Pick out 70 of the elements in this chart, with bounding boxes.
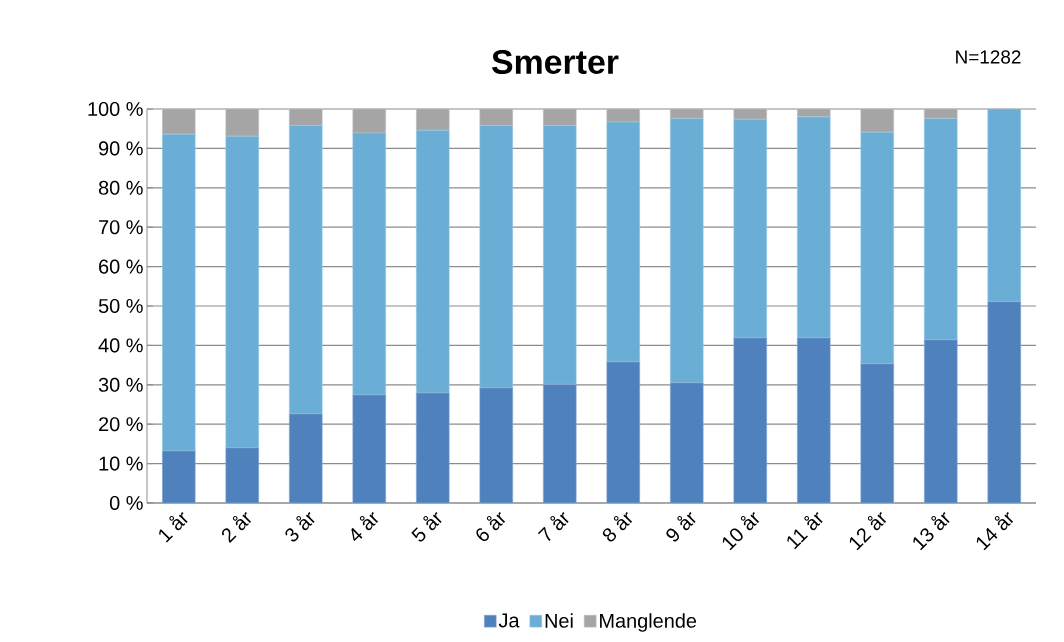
bar	[479, 387, 514, 503]
y-tick-label: 100 %	[88, 101, 143, 117]
x-tick-label: 13 år	[913, 512, 950, 551]
x-tick-label: 5 år	[411, 512, 442, 542]
bar	[924, 339, 958, 503]
bar	[289, 413, 323, 503]
bar	[733, 337, 768, 503]
bar	[797, 337, 831, 503]
y-tick-label: 10 %	[99, 456, 143, 471]
bar	[352, 132, 387, 396]
legend-label: Nei	[545, 613, 573, 628]
bar	[543, 125, 577, 385]
bar	[860, 363, 895, 503]
bar	[479, 125, 514, 389]
legend-label: Manglende	[600, 613, 697, 632]
bar	[860, 108, 895, 133]
bar	[670, 108, 704, 119]
x-tick-label: 7 år	[537, 512, 569, 542]
x-tick-label: 9 år	[666, 512, 696, 542]
y-tick-label: 0 %	[109, 495, 143, 511]
x-tick-label: 1 år	[159, 512, 188, 543]
legend-label: Ja	[498, 613, 520, 628]
bar	[162, 108, 196, 135]
bar	[924, 108, 958, 119]
y-tick-label: 20 %	[99, 417, 143, 432]
x-tick-label: 2 år	[221, 512, 252, 543]
bar	[543, 108, 577, 126]
bar	[606, 121, 641, 363]
bar	[987, 108, 1022, 302]
bar	[416, 392, 450, 503]
y-tick-label: 80 %	[98, 180, 143, 195]
bar	[606, 361, 641, 503]
bar	[225, 108, 260, 137]
bar	[670, 382, 704, 503]
x-tick-label: 6 år	[476, 512, 506, 541]
bar	[733, 118, 768, 339]
x-tick-label: 11 år	[787, 512, 823, 550]
x-tick-label: 10 år	[722, 512, 760, 551]
bar	[289, 125, 323, 415]
y-tick-label: 30 %	[98, 377, 143, 392]
bar	[543, 384, 577, 503]
y-tick-label: 90 %	[99, 141, 143, 156]
bar	[416, 108, 450, 131]
y-tick-label: 70 %	[99, 220, 143, 235]
x-tick-label: 8 år	[602, 512, 633, 542]
bar	[352, 394, 387, 503]
bar	[924, 118, 958, 341]
bar	[162, 133, 196, 452]
x-tick-label: 3 år	[285, 512, 315, 542]
x-tick-label: 12 år	[849, 512, 887, 551]
bar	[225, 447, 260, 503]
y-tick-label: 60 %	[99, 259, 143, 274]
chart-title: Smerter	[491, 49, 619, 74]
bar	[860, 131, 895, 365]
x-tick-label: 4 år	[351, 512, 379, 542]
bar	[162, 450, 196, 503]
bar	[479, 108, 514, 126]
y-tick-label: 40 %	[98, 338, 143, 353]
y-tick-label: 50 %	[98, 298, 143, 314]
bar	[416, 130, 450, 394]
bar	[733, 108, 768, 120]
x-tick-label: 14 år	[976, 512, 1014, 551]
bar	[987, 301, 1022, 503]
text: N=1282	[956, 50, 1021, 64]
bar	[225, 135, 260, 449]
bar	[352, 108, 387, 134]
bar	[606, 108, 641, 123]
bar	[289, 108, 323, 126]
bar	[797, 116, 831, 339]
bar	[670, 118, 704, 384]
